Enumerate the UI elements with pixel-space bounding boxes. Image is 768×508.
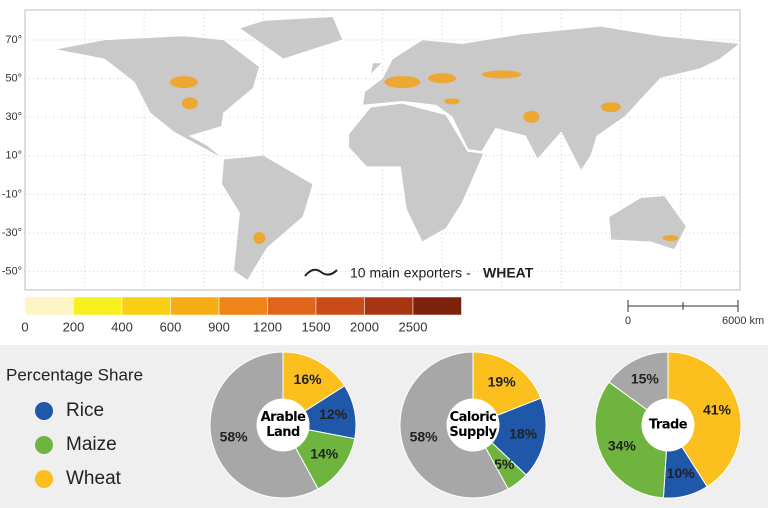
colorbar-tick-label: 200	[63, 319, 85, 334]
colorbar-tick-label: 1500	[302, 319, 331, 334]
legend-title: Percentage Share	[6, 365, 143, 384]
scale-end: 6000 km	[722, 315, 764, 327]
wheat-area	[600, 102, 621, 113]
landmass	[238, 16, 344, 60]
slice-label: 5%	[494, 456, 515, 472]
colorbar-bin	[24, 296, 74, 316]
donut-center-label: Arable Land	[260, 410, 306, 440]
wheat-area	[523, 110, 540, 123]
colorbar-tick-label: 1200	[253, 319, 282, 334]
donut-hole	[257, 399, 309, 451]
legend-swatch	[35, 436, 53, 454]
colorbar-tick-label: 2000	[350, 319, 379, 334]
lat-label: -30°	[2, 227, 22, 239]
colorbar-bin	[121, 296, 171, 316]
slice-label: 12%	[319, 406, 348, 422]
colorbar-bin	[364, 296, 414, 316]
wheat-area	[181, 97, 198, 110]
colorbar-bin	[218, 296, 268, 316]
colorbar-tick-label: 0	[21, 319, 28, 334]
landmass	[54, 35, 260, 160]
colorbar-bin	[412, 296, 462, 316]
colorbar-bin	[267, 296, 317, 316]
lat-label: 30°	[5, 111, 22, 123]
slice-label: 16%	[294, 371, 323, 387]
slice-label: 58%	[410, 428, 439, 444]
colorbar-tick-label: 600	[160, 319, 182, 334]
donut-center-label: Caloric Supply	[449, 410, 497, 440]
legend-label: Maize	[66, 434, 117, 455]
donut-hole	[642, 399, 694, 451]
slice-label: 58%	[220, 428, 249, 444]
legend-label: Rice	[66, 400, 104, 421]
wheat-area	[384, 76, 421, 89]
wheat-area	[481, 70, 522, 79]
legend-swatch	[35, 470, 53, 488]
exporter-line-sample	[304, 268, 338, 277]
legend-label: Wheat	[66, 468, 122, 489]
land	[54, 16, 742, 281]
colorbar-tick-label: 400	[111, 319, 133, 334]
wheat-area	[169, 76, 198, 89]
slice-label: 18%	[509, 425, 538, 441]
slice-label: 41%	[703, 401, 732, 417]
colorbar-bin	[315, 296, 365, 316]
colorbar-bin	[170, 296, 220, 316]
wheat-area	[253, 232, 266, 245]
exporters-crop: WHEAT	[483, 265, 534, 281]
lat-label: -10°	[2, 188, 22, 200]
slice-label: 19%	[488, 374, 517, 390]
landmass	[221, 154, 314, 281]
wheat-area	[444, 98, 461, 105]
colorbar-bin	[73, 296, 123, 316]
colorbar-tick-label: 900	[208, 319, 230, 334]
legend-swatch	[35, 402, 53, 420]
lat-label: 50°	[5, 73, 22, 85]
slice-label: 34%	[608, 437, 637, 453]
wheat-area	[428, 73, 457, 84]
landmass	[362, 25, 742, 172]
slice-label: 15%	[631, 370, 660, 386]
wheat-area	[662, 235, 679, 242]
slice-label: 14%	[310, 446, 339, 462]
lat-label: -50°	[2, 266, 22, 278]
exporters-label: 10 main exporters -	[350, 265, 471, 281]
donut-hole	[447, 399, 499, 451]
slice-label: 10%	[667, 465, 696, 481]
donut-center-label: Trade	[648, 417, 688, 433]
lat-label: 10°	[5, 150, 22, 162]
landmass	[366, 62, 384, 79]
landmass	[348, 102, 485, 243]
lat-label: 70°	[5, 34, 22, 46]
colorbar-tick-label: 2500	[399, 319, 428, 334]
scale-start: 0	[625, 315, 631, 327]
